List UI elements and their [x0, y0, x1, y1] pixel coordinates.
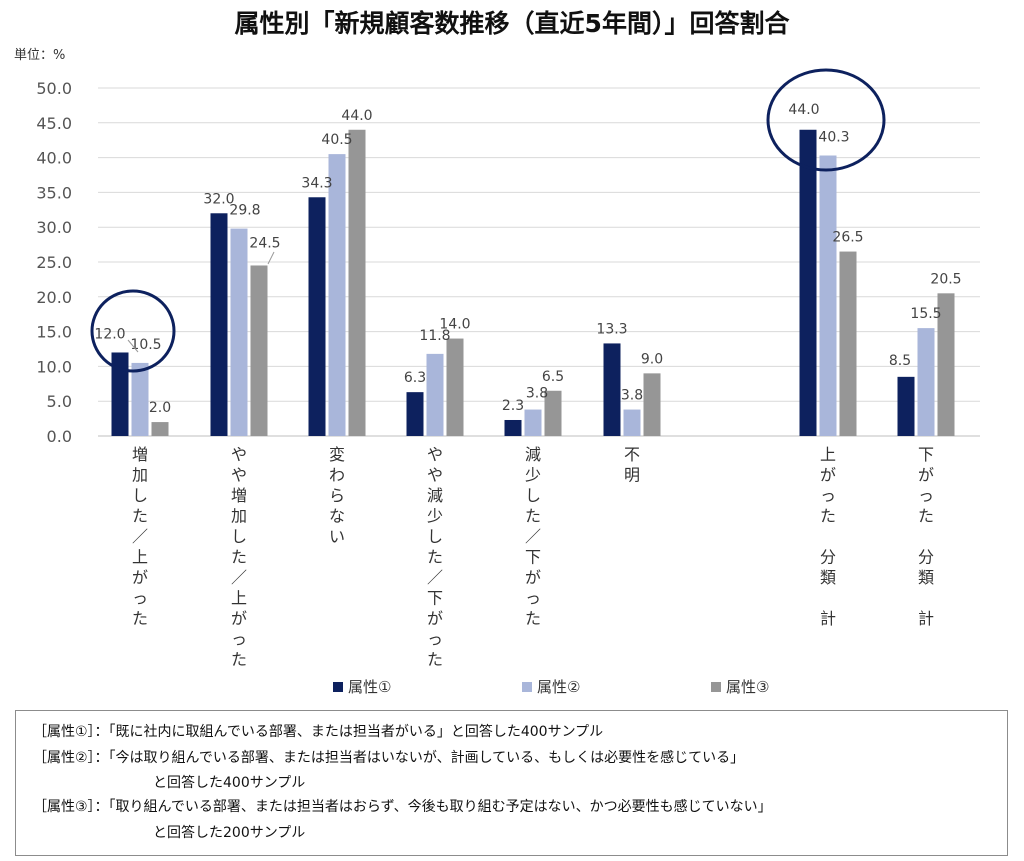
legend-item-series-3: 属性③	[711, 676, 769, 697]
note-line-5: と回答した200サンプル	[153, 825, 306, 841]
data-label: 6.5	[542, 369, 564, 385]
y-tick-label: 20.0	[36, 288, 72, 307]
highlight-circles	[90, 68, 886, 373]
data-label: 3.8	[526, 386, 548, 402]
data-label: 44.0	[341, 108, 372, 124]
data-label: 9.0	[641, 351, 663, 367]
category-label: やや減少した／下がった	[427, 445, 443, 669]
note-line-3: と回答した400サンプル	[153, 775, 306, 791]
unit-label: 単位：%	[14, 48, 66, 63]
data-label: 3.8	[621, 388, 643, 404]
legend-label-3: 属性③	[726, 678, 770, 696]
data-label: 20.5	[930, 271, 961, 287]
bar-series-2	[917, 328, 935, 436]
data-label: 26.5	[832, 230, 863, 246]
bar-series-2	[426, 353, 444, 436]
category-labels: 増加した／上がった やや増加した／上がった 変わらない やや減少した／下がった 減少した…	[132, 445, 934, 669]
y-tick-label: 25.0	[36, 253, 72, 272]
category-label: 下がった 分類 計	[918, 445, 934, 628]
bar-series-3	[151, 422, 169, 436]
bar-chart: 0.0 5.0 10.0 15.0 20.0 25.0 30.0 35.0 40.0 45.0 50…	[36, 68, 980, 669]
bar-series-3	[446, 338, 464, 436]
legend-swatch-2	[522, 681, 532, 692]
category-label: 不明	[624, 445, 640, 485]
bar-series-1	[504, 419, 522, 436]
data-label: 13.3	[596, 321, 627, 337]
data-label: 32.0	[203, 191, 234, 207]
bar-series-1	[308, 197, 326, 436]
data-label: 8.5	[889, 353, 911, 369]
y-tick-label: 30.0	[36, 218, 72, 237]
bars	[111, 129, 955, 436]
y-tick-label: 15.0	[36, 323, 72, 342]
bar-series-1	[111, 352, 129, 436]
data-label: 34.3	[301, 175, 332, 191]
category-label: 上がった 分類 計	[820, 445, 836, 628]
bar-series-3	[544, 390, 562, 436]
y-tick-label: 35.0	[36, 183, 72, 202]
bar-series-2	[524, 409, 542, 436]
data-label: 2.3	[502, 398, 524, 414]
highlight-circle-increase	[90, 289, 176, 373]
chart-title: 属性別「新規顧客数推移（直近5年間）」回答割合	[234, 9, 790, 38]
data-label: 24.5	[249, 235, 280, 251]
bar-series-3	[643, 373, 661, 436]
bar-series-1	[799, 129, 817, 436]
bar-series-3	[937, 293, 955, 436]
note-line-4: ［属性③］：「取り組んでいる部署、または担当者はおらず、今後も取り組む予定はない…	[33, 799, 772, 815]
legend-label-1: 属性①	[348, 678, 392, 696]
data-label: 12.0	[94, 326, 125, 342]
y-axis: 0.0 5.0 10.0 15.0 20.0 25.0 30.0 35.0 40.0 45.0 50…	[36, 79, 72, 446]
category-label: やや増加した／上がった	[231, 445, 247, 669]
notes-box: ［属性①］：「既に社内に取組んでいる部署、または担当者がいる」と回答した400サ…	[15, 710, 1008, 856]
category-label: 増加した／上がった	[132, 445, 148, 628]
data-label: 2.0	[149, 400, 171, 416]
bar-series-1	[210, 213, 228, 436]
legend: 属性① 属性② 属性③	[0, 676, 1024, 696]
y-tick-label: 40.0	[36, 149, 72, 168]
data-label: 10.5	[130, 337, 161, 353]
legend-label-2: 属性②	[537, 678, 581, 696]
data-label: 29.8	[229, 203, 260, 219]
category-label: 減少した／下がった	[525, 445, 541, 628]
bar-series-3	[839, 251, 857, 436]
data-label: 6.3	[404, 370, 426, 386]
leader-line	[127, 339, 139, 353]
bar-series-2	[328, 154, 346, 436]
data-label: 40.3	[818, 130, 849, 146]
y-tick-label: 50.0	[36, 79, 72, 98]
note-line-2: ［属性②］：「今は取り組んでいる部署、または担当者はいないが、計画している、もし…	[33, 750, 745, 766]
bar-series-2	[819, 155, 837, 436]
leader-line	[267, 251, 275, 265]
data-label: 40.5	[321, 132, 352, 148]
bar-series-1	[897, 376, 915, 436]
bar-series-3	[348, 129, 366, 436]
legend-swatch-1	[333, 681, 343, 692]
data-labels: 12.0 32.0 34.3 6.3 2.3 13.3 44.0 8.5 10.5 29.8 40.…	[94, 102, 961, 416]
bar-series-2	[623, 409, 641, 436]
category-label: 変わらない	[329, 445, 345, 546]
bar-series-1	[603, 343, 621, 436]
bar-series-3	[250, 265, 268, 436]
y-tick-label: 0.0	[47, 427, 72, 446]
data-label: 15.5	[910, 306, 941, 322]
bar-series-1	[406, 392, 424, 436]
highlight-circle-up-total	[766, 68, 886, 172]
bar-series-2	[131, 362, 149, 436]
note-line-1: ［属性①］：「既に社内に取組んでいる部署、または担当者がいる」と回答した400サ…	[33, 724, 604, 740]
data-label: 14.0	[439, 317, 470, 333]
y-tick-label: 5.0	[47, 392, 72, 411]
bar-series-2	[230, 228, 248, 436]
data-label: 11.8	[419, 328, 450, 344]
y-tick-label: 45.0	[36, 114, 72, 133]
y-tick-label: 10.0	[36, 357, 72, 376]
data-label: 44.0	[788, 102, 819, 118]
legend-item-series-2: 属性②	[522, 676, 580, 697]
legend-item-series-1: 属性①	[333, 676, 391, 697]
legend-swatch-3	[711, 681, 721, 692]
